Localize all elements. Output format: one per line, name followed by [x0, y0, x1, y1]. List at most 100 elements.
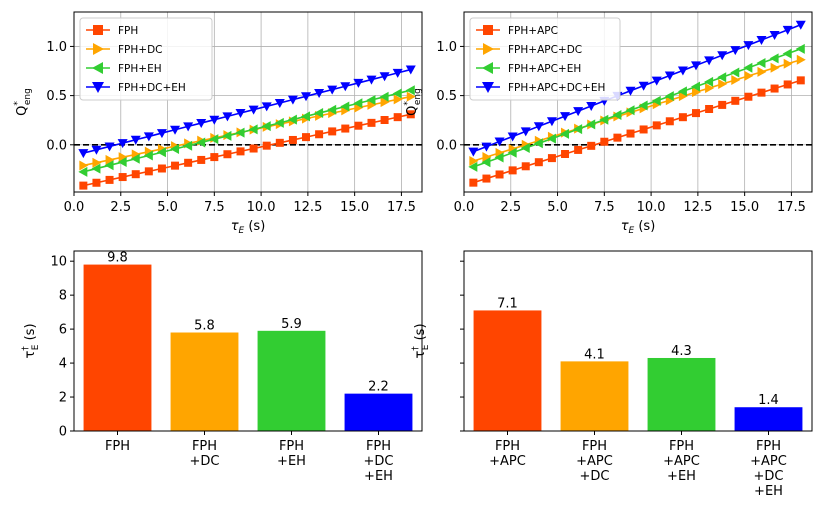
y-tick-label: 0.5: [436, 89, 457, 104]
data-point-0: [678, 113, 687, 122]
data-point-0: [236, 147, 245, 156]
data-point-3: [301, 92, 311, 102]
x-label-part: τ: [621, 219, 629, 234]
y-label-sup: *: [403, 101, 413, 106]
data-point-2: [599, 114, 609, 125]
x-label-part: τ: [231, 219, 239, 234]
x-tick-label: 2.5: [500, 200, 521, 215]
data-point-2: [573, 124, 583, 135]
data-point-1: [393, 94, 403, 105]
data-point-3: [691, 61, 701, 71]
legend-label-1: FPH+APC+DC: [508, 44, 582, 56]
data-point-0: [171, 161, 180, 170]
data-point-0: [770, 84, 779, 93]
y-label-unit: (s): [23, 323, 38, 344]
data-point-0: [757, 88, 766, 97]
legend-label-1: FPH+DC: [118, 44, 162, 56]
data-point-2: [494, 152, 504, 163]
data-point-3: [560, 112, 571, 122]
data-point-3: [664, 71, 675, 81]
data-point-2: [664, 91, 674, 102]
legend-marker-0: [93, 25, 103, 35]
data-point-1: [469, 156, 479, 167]
x-tick-label: 12.5: [293, 200, 322, 215]
data-point-0: [380, 116, 389, 124]
data-point-3: [156, 129, 167, 139]
data-point-2: [612, 109, 622, 120]
data-point-0: [223, 150, 232, 159]
data-point-0: [79, 181, 88, 190]
data-point-3: [546, 117, 557, 127]
data-point-2: [405, 85, 415, 96]
data-point-2: [340, 101, 350, 112]
legend-label-0: FPH: [118, 25, 138, 37]
data-point-2: [117, 157, 127, 168]
y-label-part: Q: [405, 106, 420, 116]
data-point-0: [744, 92, 753, 101]
data-point-3: [586, 101, 597, 111]
data-point-3: [468, 147, 479, 157]
data-point-1: [118, 152, 128, 163]
data-point-0: [574, 145, 583, 154]
data-point-0: [692, 109, 700, 118]
legend-box: [469, 17, 621, 101]
bar-value-label-3: 2.2: [368, 380, 389, 395]
plot-frame: [463, 11, 813, 193]
data-point-3: [730, 46, 741, 56]
data-point-2: [170, 143, 180, 154]
data-point-2: [130, 153, 140, 164]
y-label-part: Q: [15, 106, 30, 116]
data-point-0: [184, 158, 193, 167]
data-point-3: [769, 30, 780, 40]
data-point-0: [547, 154, 556, 163]
data-point-3: [340, 82, 351, 92]
data-point-0: [131, 170, 140, 179]
bar-value-label-2: 5.9: [281, 317, 302, 332]
data-point-2: [507, 147, 517, 158]
data-point-2: [769, 53, 779, 64]
legend-label-3: FPH+APC+DC+EH: [508, 82, 605, 94]
data-point-3: [507, 132, 518, 142]
y-axis-label: τ†E (s): [411, 323, 431, 358]
data-point-3: [235, 109, 246, 119]
data-point-1: [796, 54, 806, 65]
data-point-3: [379, 72, 390, 82]
x-axis-label: τE (s): [231, 219, 266, 236]
data-point-0: [341, 124, 350, 133]
y-tick-label: 0.5: [46, 89, 67, 104]
bar-value-label-0: 9.8: [107, 251, 128, 266]
data-point-0: [118, 173, 127, 182]
category-label: FPH: [495, 439, 520, 454]
data-point-3: [638, 81, 649, 91]
data-point-0: [328, 127, 337, 136]
data-point-0: [613, 133, 622, 142]
data-point-1: [718, 79, 728, 90]
data-point-2: [301, 111, 310, 122]
data-point-3: [287, 95, 298, 105]
category-label: +APC: [489, 454, 526, 469]
x-tick-label: 2.5: [110, 200, 131, 215]
data-point-2: [91, 163, 101, 174]
x-tick-label: 17.5: [777, 200, 806, 215]
data-point-2: [520, 143, 530, 154]
data-point-0: [521, 162, 530, 171]
data-point-3: [481, 142, 492, 152]
legend-marker-2: [92, 62, 103, 74]
category-label: +APC: [750, 454, 787, 469]
legend-label-3: FPH+DC+EH: [118, 82, 186, 94]
category-label: FPH: [756, 439, 781, 454]
category-label: +EH: [277, 454, 306, 469]
y-tick-label: 0.0: [46, 138, 67, 153]
data-point-1: [406, 91, 416, 102]
data-point-3: [143, 132, 154, 142]
x-tick-label: 10.0: [637, 200, 666, 215]
data-point-1: [79, 160, 89, 171]
line-panel-top-right: 0.0 2.5 5.0 7.5 10.0 12.5 15.0 17.5 0.0 0.5 1.0 FPH…: [403, 11, 813, 236]
bar-0: [473, 310, 542, 431]
data-point-1: [770, 62, 780, 73]
category-label: FPH: [279, 439, 304, 454]
legend: FPH FPH+DC FPH+EH FPH+DC+EH: [79, 17, 213, 101]
data-point-3: [91, 145, 102, 155]
bar-2: [647, 357, 716, 431]
category-label: +EH: [364, 469, 393, 484]
